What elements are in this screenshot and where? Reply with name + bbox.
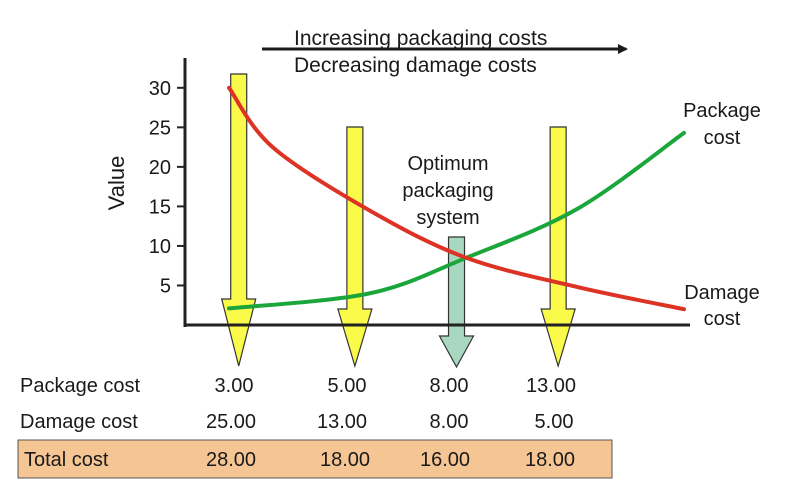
- table-cell: 13.00: [317, 411, 367, 433]
- y-tick-label: 30: [149, 78, 171, 100]
- arrows-layer: [220, 73, 576, 369]
- total-cost-highlight: [17, 439, 613, 479]
- table-row-damage-cost: Damage cost 25.00 13.00 8.00 5.00: [20, 411, 573, 433]
- trend-label-increasing: Increasing packaging costs: [294, 27, 547, 50]
- damage-cost-label-line-2: cost: [704, 308, 741, 330]
- table-cell: 3.00: [215, 375, 254, 397]
- y-tick-label: 15: [149, 196, 171, 218]
- row-label: Package cost: [20, 375, 141, 397]
- package-cost-series-label: Package cost: [683, 100, 761, 149]
- cost-point-arrow: [540, 126, 576, 369]
- cost-table: Package cost 3.00 5.00 8.00 13.00 Damage…: [17, 375, 613, 479]
- table-cell: 28.00: [206, 449, 256, 471]
- optimum-line-2: packaging: [402, 180, 493, 202]
- table-cell: 25.00: [206, 411, 256, 433]
- row-label: Total cost: [24, 449, 109, 471]
- table-cell: 13.00: [526, 375, 576, 397]
- y-tick-label: 25: [149, 117, 171, 139]
- table-row-total-cost: Total cost 28.00 18.00 16.00 18.00: [24, 449, 575, 471]
- table-cell: 8.00: [430, 411, 469, 433]
- table-cell: 5.00: [535, 411, 574, 433]
- package-cost-label-line-1: Package: [683, 100, 761, 122]
- curves-layer: [227, 85, 686, 312]
- table-row-package-cost: Package cost 3.00 5.00 8.00 13.00: [20, 375, 576, 397]
- package-cost-label-line-2: cost: [704, 127, 741, 149]
- damage-cost-series-label: Damage cost: [684, 282, 760, 330]
- damage-cost-curve: [227, 85, 686, 312]
- optimum-line-1: Optimum: [407, 153, 488, 175]
- damage-cost-label-line-1: Damage: [684, 282, 760, 304]
- row-label: Damage cost: [20, 411, 138, 433]
- table-cell: 5.00: [328, 375, 367, 397]
- table-cell: 16.00: [420, 449, 470, 471]
- trend-label-decreasing: Decreasing damage costs: [294, 54, 537, 77]
- y-tick-label: 5: [160, 275, 171, 297]
- y-tick-label: 20: [149, 157, 171, 179]
- y-axis-label: Value: [104, 156, 129, 211]
- optimum-line-3: system: [416, 207, 479, 229]
- table-cell: 18.00: [320, 449, 370, 471]
- table-cell: 18.00: [525, 449, 575, 471]
- y-tick-label: 10: [149, 236, 171, 258]
- optimum-arrow: [438, 236, 475, 369]
- cost-point-arrow: [337, 126, 373, 369]
- optimum-label: Optimum packaging system: [402, 153, 493, 229]
- y-ticks: 30 25 20 15 10 5: [149, 78, 186, 297]
- table-cell: 8.00: [430, 375, 469, 397]
- cost-point-arrow: [220, 73, 257, 367]
